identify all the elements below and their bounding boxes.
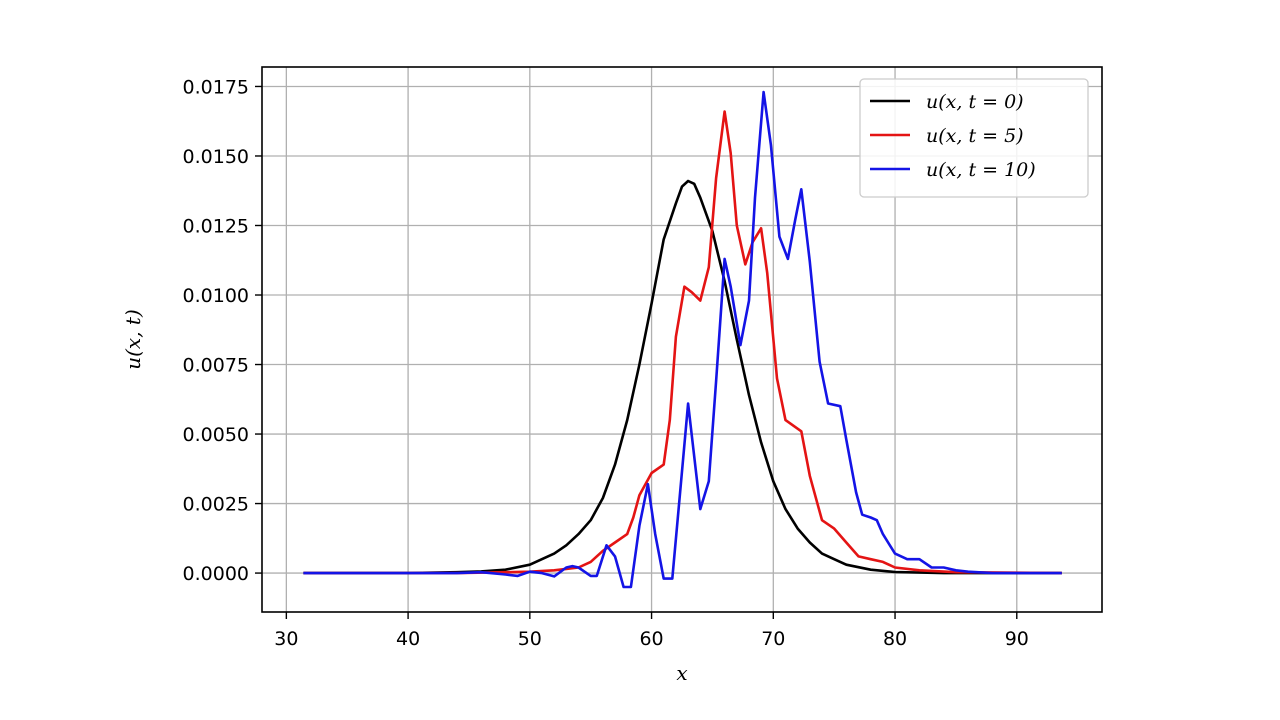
series-line-0 xyxy=(303,179,1062,575)
axis-ticks: 30 40 50 60 70 80 90 0.0000 0.0025 0.0050 0.0075 0.… xyxy=(183,76,1029,650)
y-tick-label: 0.0125 xyxy=(183,215,249,237)
legend-label-0: u(x, t = 0) xyxy=(926,91,1024,113)
x-tick-label: 30 xyxy=(274,628,298,650)
x-tick-label: 50 xyxy=(518,628,542,650)
y-axis-label: u(x, t) xyxy=(121,309,145,370)
y-tick-label: 0.0100 xyxy=(183,285,249,307)
x-tick-label: 40 xyxy=(396,628,420,650)
y-tick-label: 0.0075 xyxy=(183,355,249,377)
x-tick-label: 80 xyxy=(883,628,907,650)
x-tick-label: 60 xyxy=(639,628,663,650)
x-tick-label: 70 xyxy=(761,628,785,650)
legend-label-1: u(x, t = 5) xyxy=(926,125,1024,147)
legend-label-2: u(x, t = 10) xyxy=(926,159,1036,181)
y-tick-label: 0.0150 xyxy=(183,146,249,168)
x-axis-label: x xyxy=(676,661,687,685)
legend-box xyxy=(859,78,1089,198)
y-tick-label: 0.0025 xyxy=(183,494,249,516)
series-lines xyxy=(303,90,1062,589)
series-line-1 xyxy=(303,110,1062,575)
x-tick-label: 90 xyxy=(1005,628,1029,650)
legend: u(x, t = 0) u(x, t = 5) u(x, t = 10) xyxy=(859,78,1089,198)
series-line-2 xyxy=(303,90,1062,589)
y-tick-label: 0.0050 xyxy=(183,424,249,446)
y-tick-label: 0.0000 xyxy=(183,563,249,585)
y-tick-label: 0.0175 xyxy=(183,76,249,98)
plot-area xyxy=(261,66,1103,613)
